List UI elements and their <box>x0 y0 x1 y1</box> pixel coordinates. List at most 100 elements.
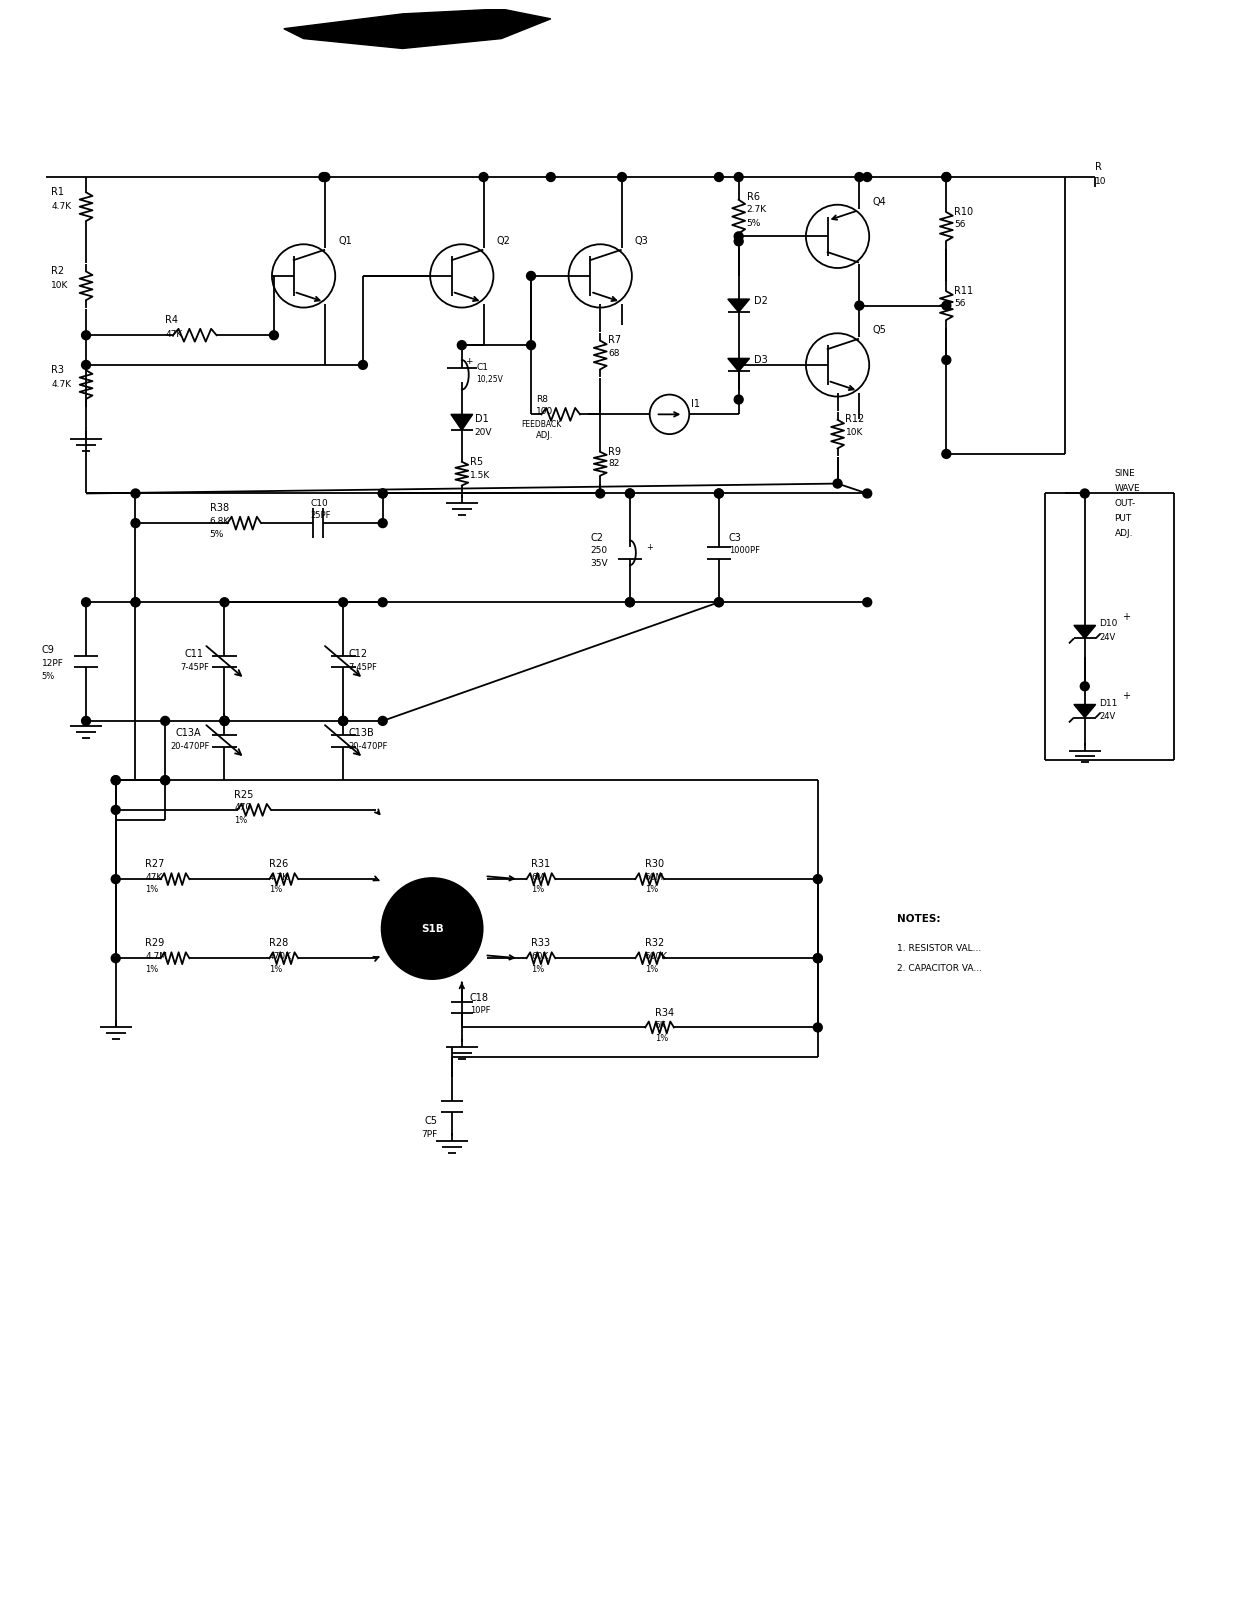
Text: 68: 68 <box>608 349 620 357</box>
Text: C1: C1 <box>476 363 489 373</box>
Text: D1: D1 <box>475 414 489 424</box>
Circle shape <box>131 518 139 528</box>
Circle shape <box>526 341 535 349</box>
Circle shape <box>626 490 634 498</box>
Text: +: + <box>465 357 473 366</box>
Text: 24V: 24V <box>1100 634 1116 642</box>
Text: 7-45PF: 7-45PF <box>348 662 377 672</box>
Circle shape <box>318 173 328 181</box>
Circle shape <box>82 331 91 339</box>
Circle shape <box>82 360 91 370</box>
Text: 1%: 1% <box>269 965 282 973</box>
Circle shape <box>160 776 169 784</box>
Circle shape <box>714 598 723 606</box>
Text: +: + <box>646 544 653 552</box>
Text: 1. RESISTOR VAL...: 1. RESISTOR VAL... <box>897 944 982 954</box>
Text: 1%: 1% <box>234 816 248 826</box>
Text: PUT: PUT <box>1115 514 1132 523</box>
Text: 470: 470 <box>234 803 251 813</box>
Text: 5%: 5% <box>41 672 55 682</box>
Text: 24V: 24V <box>1100 712 1116 722</box>
Text: 1%: 1% <box>644 885 658 894</box>
Text: 470K: 470K <box>269 952 292 960</box>
Text: WAVE: WAVE <box>1115 485 1140 493</box>
Circle shape <box>111 954 121 963</box>
Circle shape <box>942 173 950 181</box>
Text: 60K: 60K <box>531 952 549 960</box>
Text: R11: R11 <box>954 286 973 296</box>
Text: Q5: Q5 <box>872 325 886 336</box>
Circle shape <box>378 598 387 606</box>
Circle shape <box>378 490 387 498</box>
Text: 1%: 1% <box>644 965 658 973</box>
Text: 47K: 47K <box>146 872 163 882</box>
Circle shape <box>381 877 484 979</box>
Circle shape <box>220 717 229 725</box>
Circle shape <box>160 776 169 784</box>
Circle shape <box>734 173 743 181</box>
Text: C3: C3 <box>729 533 741 542</box>
Text: 5%: 5% <box>746 219 761 229</box>
Circle shape <box>1080 490 1090 498</box>
Circle shape <box>734 237 743 246</box>
Circle shape <box>338 717 347 725</box>
Polygon shape <box>728 358 750 371</box>
Text: C2: C2 <box>591 533 603 542</box>
Circle shape <box>626 598 634 606</box>
Text: 6K: 6K <box>654 1021 667 1030</box>
Circle shape <box>378 490 387 498</box>
Text: R6: R6 <box>746 192 760 202</box>
Text: 1%: 1% <box>654 1034 668 1043</box>
Text: 250: 250 <box>591 546 607 555</box>
Text: 4.7K: 4.7K <box>51 381 72 389</box>
Circle shape <box>131 598 139 606</box>
Circle shape <box>855 301 863 310</box>
Polygon shape <box>284 10 551 48</box>
Text: 10K: 10K <box>51 282 68 290</box>
Text: R2: R2 <box>51 266 65 275</box>
Text: R27: R27 <box>146 859 164 869</box>
Text: D10: D10 <box>1100 619 1118 629</box>
Circle shape <box>378 717 387 725</box>
Text: Q4: Q4 <box>872 197 886 206</box>
Circle shape <box>338 717 347 725</box>
Text: R34: R34 <box>654 1008 674 1018</box>
Text: R8: R8 <box>536 395 547 405</box>
Text: C9: C9 <box>41 645 55 654</box>
Text: C5: C5 <box>424 1117 437 1126</box>
Circle shape <box>111 776 121 784</box>
Circle shape <box>714 598 723 606</box>
Circle shape <box>82 598 91 606</box>
Text: 4.7K: 4.7K <box>51 202 72 211</box>
Circle shape <box>82 717 91 725</box>
Text: 2. CAPACITOR VA...: 2. CAPACITOR VA... <box>897 963 982 973</box>
Text: OUT-: OUT- <box>1115 499 1136 507</box>
Circle shape <box>479 173 488 181</box>
Circle shape <box>855 173 863 181</box>
Text: S1B: S1B <box>420 923 444 933</box>
Text: 20-470PF: 20-470PF <box>348 742 387 750</box>
Text: C18: C18 <box>470 992 489 1003</box>
Circle shape <box>131 490 139 498</box>
Text: R10: R10 <box>954 206 973 216</box>
Circle shape <box>814 954 822 963</box>
Circle shape <box>714 490 723 498</box>
Circle shape <box>942 301 950 310</box>
Text: +: + <box>1122 691 1131 701</box>
Text: 10,25V: 10,25V <box>476 376 504 384</box>
Circle shape <box>546 173 555 181</box>
Circle shape <box>714 490 723 498</box>
Text: 2.7K: 2.7K <box>746 205 766 214</box>
Circle shape <box>378 518 387 528</box>
Circle shape <box>814 954 822 963</box>
Text: R32: R32 <box>644 938 664 949</box>
Text: 4.7K: 4.7K <box>269 872 289 882</box>
Text: NOTES:: NOTES: <box>897 914 940 923</box>
Text: Q1: Q1 <box>338 237 352 246</box>
Text: R4: R4 <box>165 315 178 325</box>
Circle shape <box>111 875 121 883</box>
Text: 1.5K: 1.5K <box>470 470 490 480</box>
Text: R33: R33 <box>531 938 550 949</box>
Text: 6.8K: 6.8K <box>210 517 230 526</box>
Circle shape <box>814 875 822 883</box>
